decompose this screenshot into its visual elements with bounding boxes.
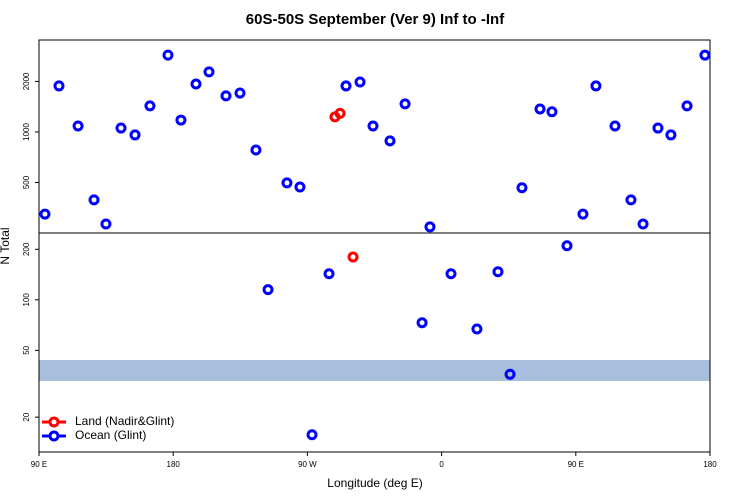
y-tick-label: 1000 xyxy=(22,123,31,141)
point xyxy=(100,218,112,230)
point xyxy=(250,144,262,156)
plot-frame xyxy=(38,39,711,453)
y-tick-label: 500 xyxy=(22,175,31,189)
x-tick-label: 0 xyxy=(439,460,444,469)
point xyxy=(546,106,558,118)
point xyxy=(665,129,677,141)
point xyxy=(534,103,546,115)
point xyxy=(699,49,711,61)
point xyxy=(234,87,246,99)
point xyxy=(53,80,65,92)
point xyxy=(445,268,457,280)
point xyxy=(399,98,411,110)
x-tick-label: 90 E xyxy=(568,460,584,469)
point xyxy=(367,120,379,132)
point xyxy=(609,120,621,132)
legend-label: Ocean (Glint) xyxy=(75,428,146,442)
x-tick-label: 90 E xyxy=(31,460,47,469)
point xyxy=(384,135,396,147)
point xyxy=(424,221,436,233)
point xyxy=(262,284,274,296)
point xyxy=(203,66,215,78)
point xyxy=(577,208,589,220)
point xyxy=(294,181,306,193)
y-tick-label: 20 xyxy=(22,412,31,421)
point xyxy=(144,100,156,112)
point xyxy=(190,78,202,90)
legend-label: Land (Nadir&Glint) xyxy=(75,414,174,428)
chart-title: 60S-50S September (Ver 9) Inf to -Inf xyxy=(246,11,505,28)
point xyxy=(72,120,84,132)
y-tick-label: 200 xyxy=(22,242,31,256)
point xyxy=(471,323,483,335)
point xyxy=(115,122,127,134)
point xyxy=(340,80,352,92)
point xyxy=(323,268,335,280)
point xyxy=(354,76,366,88)
point xyxy=(561,240,573,252)
y-axis-label: N Total xyxy=(0,227,12,264)
point xyxy=(652,122,664,134)
x-tick-label: 180 xyxy=(703,460,717,469)
x-axis-label: Longitude (deg E) xyxy=(327,476,422,490)
point xyxy=(347,251,359,263)
y-tick-label: 2000 xyxy=(22,72,31,90)
x-tick-label: 180 xyxy=(167,460,181,469)
point xyxy=(637,218,649,230)
point xyxy=(492,266,504,278)
point xyxy=(590,80,602,92)
map-strip xyxy=(39,360,710,381)
point xyxy=(416,317,428,329)
point xyxy=(220,90,232,102)
point xyxy=(625,194,637,206)
point xyxy=(129,129,141,141)
y-tick-label: 100 xyxy=(22,293,31,307)
point xyxy=(681,100,693,112)
point xyxy=(516,182,528,194)
point xyxy=(504,368,516,380)
legend-marker xyxy=(48,430,60,442)
point xyxy=(334,107,346,119)
point xyxy=(306,429,318,441)
point xyxy=(39,208,51,220)
point xyxy=(281,177,293,189)
legend-marker xyxy=(48,416,60,428)
point xyxy=(162,49,174,61)
x-tick-label: 90 W xyxy=(298,460,317,469)
point xyxy=(175,114,187,126)
y-tick-label: 50 xyxy=(22,345,31,354)
point xyxy=(88,194,100,206)
